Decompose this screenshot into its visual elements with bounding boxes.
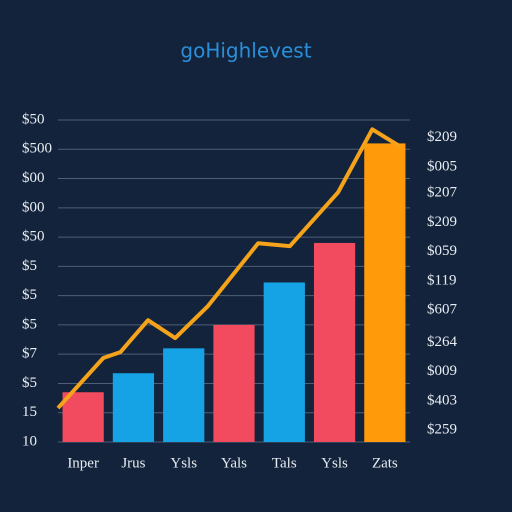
y2-tick-label: $607 — [427, 302, 458, 318]
y-tick-label: 10 — [22, 433, 37, 449]
bar — [263, 282, 305, 442]
y2-tick-label: $264 — [427, 334, 458, 350]
y2-tick-label: $209 — [427, 129, 457, 145]
y2-tick-label: $403 — [427, 392, 457, 408]
y-tick-label: 15 — [22, 404, 37, 420]
bar — [213, 324, 255, 442]
y-tick-label: $5 — [22, 287, 37, 303]
y-tick-label: $7 — [22, 346, 38, 362]
x-tick-label: Inper — [67, 455, 99, 471]
bar — [364, 143, 406, 442]
bar — [163, 348, 205, 442]
y2-tick-label: $209 — [427, 214, 457, 230]
x-tick-label: Ysls — [321, 455, 348, 471]
x-tick-label: Yals — [221, 455, 247, 471]
y-tick-label: $00 — [22, 170, 45, 186]
x-tick-label: Jrus — [121, 455, 145, 471]
bar — [112, 373, 155, 442]
y-tick-label: $5 — [22, 316, 37, 332]
y2-tick-label: $207 — [427, 185, 458, 201]
bar — [62, 392, 104, 442]
y2-tick-label: $005 — [427, 158, 457, 174]
y2-tick-label: $259 — [427, 422, 457, 438]
x-tick-label: Ysls — [170, 455, 197, 471]
y-tick-label: $00 — [22, 199, 45, 215]
bar — [313, 242, 356, 442]
y-tick-label: $5 — [22, 258, 37, 274]
y-tick-label: $5 — [22, 375, 37, 391]
x-tick-label: Tals — [272, 455, 297, 471]
y-tick-label: $50 — [22, 229, 45, 245]
x-tick-label: Zats — [372, 455, 398, 471]
y2-tick-label: $059 — [427, 243, 457, 259]
line — [56, 127, 401, 410]
y2-tick-label: $009 — [427, 363, 457, 379]
y-tick-label: $500 — [22, 141, 52, 157]
y-tick-label: $50 — [22, 111, 45, 127]
y2-tick-label: $119 — [427, 272, 456, 288]
chart-title: goHighlevest — [180, 39, 311, 63]
